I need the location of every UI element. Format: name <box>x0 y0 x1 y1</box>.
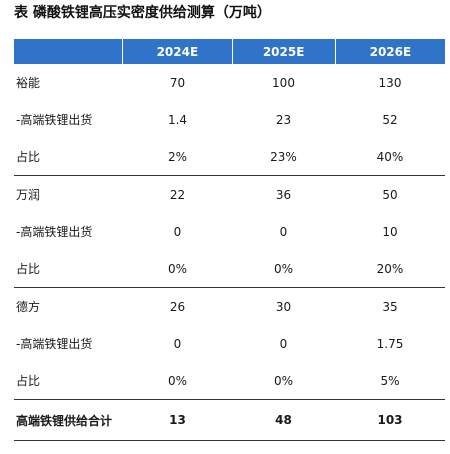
header-cell-2026e: 2026E <box>369 44 412 59</box>
row-label: 占比 <box>16 262 41 276</box>
row-label: 裕能 <box>16 76 41 90</box>
cell-2026e: 20% <box>376 261 404 276</box>
row-label: 德方 <box>16 300 41 314</box>
header-divider <box>334 39 336 64</box>
cell-2026e: 52 <box>382 112 398 127</box>
table-row: 万润 22 36 50 <box>14 175 445 213</box>
table-row: 裕能 70 100 130 <box>14 64 445 101</box>
cell-2026e: 10 <box>382 224 398 239</box>
total-2024e: 13 <box>169 413 186 427</box>
cell-2025e: 0 <box>279 224 288 239</box>
cell-2024e: 26 <box>169 299 186 314</box>
cell-2025e: 23 <box>275 112 292 127</box>
row-label: 万润 <box>16 188 41 202</box>
cell-2025e: 36 <box>275 187 292 202</box>
cell-2024e: 0 <box>173 336 182 351</box>
total-row: 高端铁锂供给合计 13 48 103 <box>14 399 445 441</box>
cell-2024e: 22 <box>169 187 186 202</box>
row-label: 占比 <box>16 150 41 164</box>
table-row: 占比 2% 23% 40% <box>14 138 445 175</box>
cell-2025e: 30 <box>275 299 292 314</box>
supply-table: 2024E 2025E 2026E 裕能 70 100 130 -高端铁锂出货 … <box>14 39 445 441</box>
table-row: 占比 0% 0% 20% <box>14 250 445 287</box>
cell-2025e: 0% <box>273 373 294 388</box>
total-2026e: 103 <box>377 413 403 427</box>
table-row: 占比 0% 0% 5% <box>14 362 445 399</box>
cell-2026e: 1.75 <box>376 336 404 351</box>
table-title: 表 磷酸铁锂高压实密度供给测算（万吨） <box>14 5 271 21</box>
cell-2026e: 50 <box>382 187 398 202</box>
table-header: 2024E 2025E 2026E <box>14 39 445 64</box>
cell-2026e: 5% <box>380 373 400 388</box>
table-row: -高端铁锂出货 1.4 23 52 <box>14 101 445 138</box>
cell-2024e: 70 <box>169 75 186 90</box>
cell-2024e: 0 <box>173 224 182 239</box>
row-label: 占比 <box>16 374 41 388</box>
cell-2025e: 23% <box>270 149 297 164</box>
header-divider <box>122 39 124 64</box>
cell-2024e: 0% <box>167 373 188 388</box>
header-cell-2025e: 2025E <box>262 44 305 59</box>
table-row: 德方 26 30 35 <box>14 287 445 325</box>
total-2025e: 48 <box>275 413 292 427</box>
total-label: 高端铁锂供给合计 <box>16 413 113 428</box>
cell-2026e: 40% <box>376 149 404 164</box>
cell-2025e: 100 <box>272 75 295 90</box>
cell-2024e: 1.4 <box>167 112 188 127</box>
row-label: -高端铁锂出货 <box>16 337 93 351</box>
cell-2024e: 2% <box>167 149 188 164</box>
row-label: -高端铁锂出货 <box>16 113 93 127</box>
cell-2024e: 0% <box>167 261 188 276</box>
header-divider <box>231 39 233 64</box>
cell-2025e: 0 <box>279 336 288 351</box>
cell-2026e: 35 <box>382 299 398 314</box>
table-row: -高端铁锂出货 0 0 10 <box>14 213 445 250</box>
row-label: -高端铁锂出货 <box>16 225 93 239</box>
header-cell-2024e: 2024E <box>156 44 199 59</box>
cell-2025e: 0% <box>273 261 294 276</box>
cell-2026e: 130 <box>378 75 402 90</box>
table-row: -高端铁锂出货 0 0 1.75 <box>14 325 445 362</box>
